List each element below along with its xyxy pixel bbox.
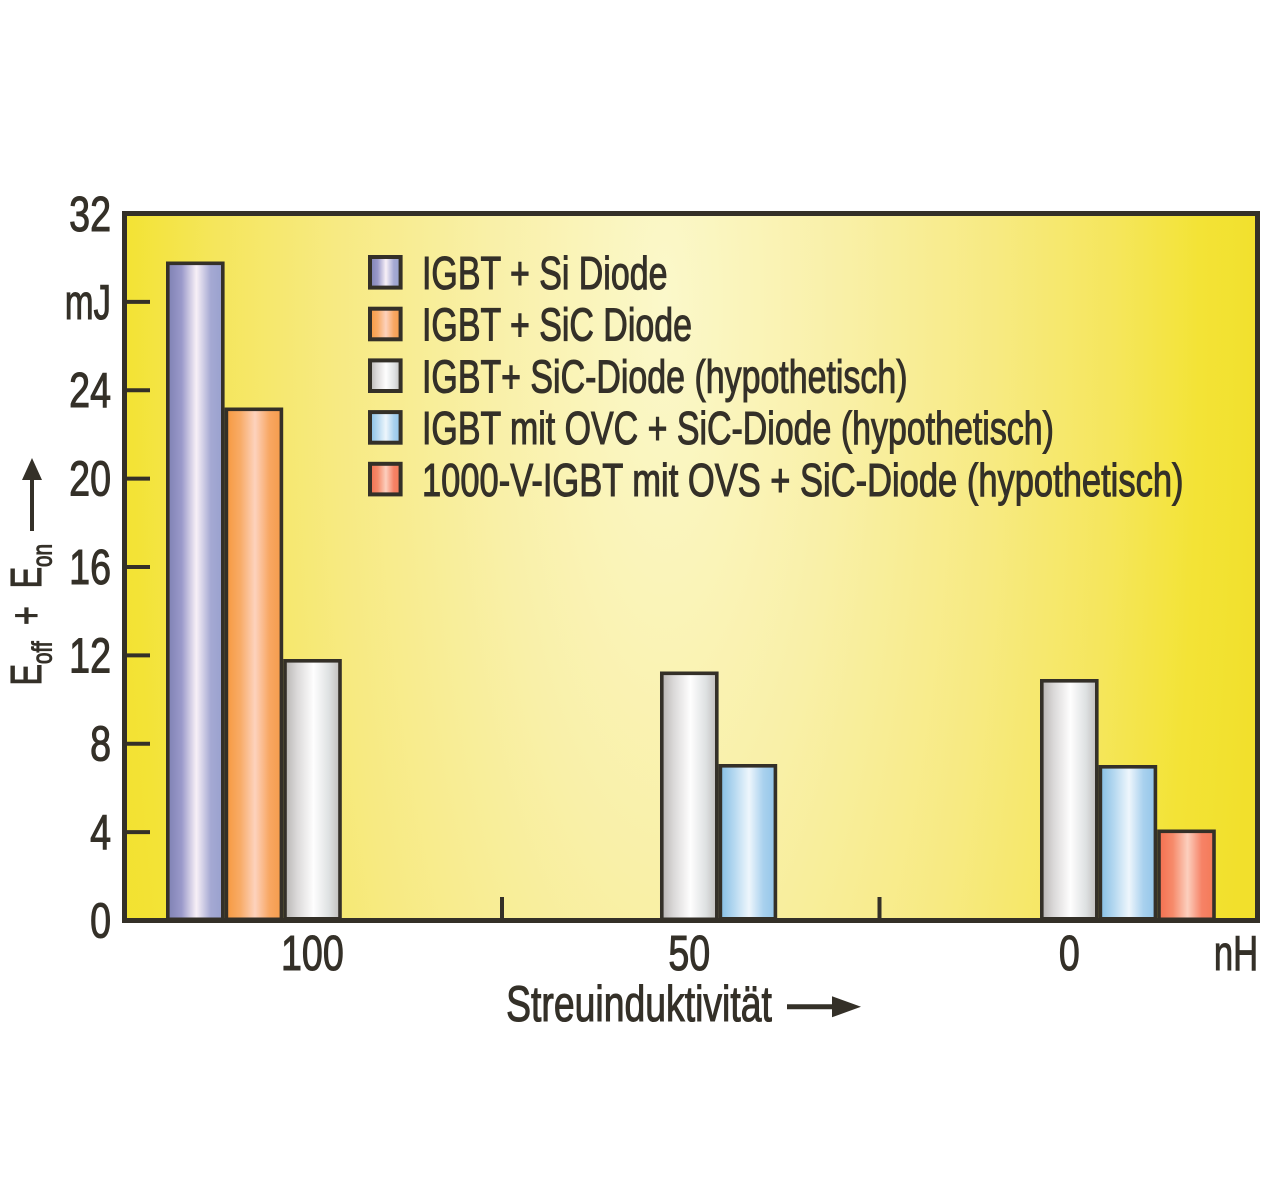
svg-text:32: 32 bbox=[69, 187, 111, 242]
svg-text:12: 12 bbox=[69, 628, 111, 683]
svg-text:100: 100 bbox=[281, 926, 344, 981]
svg-text:24: 24 bbox=[69, 363, 111, 418]
svg-text:mJ: mJ bbox=[65, 275, 111, 331]
svg-text:20: 20 bbox=[69, 452, 111, 507]
svg-text:Eoff + Eon: Eoff + Eon bbox=[2, 544, 58, 686]
svg-text:IGBT + Si Diode: IGBT + Si Diode bbox=[422, 247, 667, 300]
svg-text:0: 0 bbox=[1059, 926, 1080, 981]
svg-text:16: 16 bbox=[69, 540, 111, 595]
svg-text:4: 4 bbox=[90, 805, 111, 860]
svg-text:IGBT + SiC Diode: IGBT + SiC Diode bbox=[422, 298, 692, 351]
svg-text:nH: nH bbox=[1214, 926, 1258, 982]
svg-text:8: 8 bbox=[90, 717, 111, 772]
svg-text:IGBT+ SiC-Diode (hypothetisch): IGBT+ SiC-Diode (hypothetisch) bbox=[422, 350, 908, 403]
svg-text:0: 0 bbox=[90, 894, 111, 949]
svg-text:50: 50 bbox=[668, 926, 710, 981]
svg-text:1000-V-IGBT mit OVS + SiC-Diod: 1000-V-IGBT mit OVS + SiC-Diode (hypothe… bbox=[422, 454, 1184, 506]
svg-text:IGBT mit OVC + SiC-Diode (hypo: IGBT mit OVC + SiC-Diode (hypothetisch) bbox=[422, 402, 1054, 455]
svg-text:Streuinduktivität: Streuinduktivität bbox=[506, 977, 772, 1033]
